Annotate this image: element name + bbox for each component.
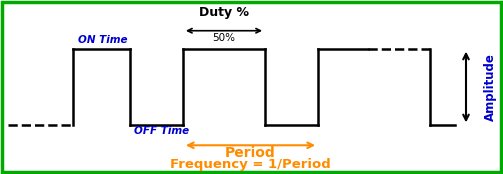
Text: Frequency = 1/Period: Frequency = 1/Period	[170, 158, 331, 171]
Text: OFF Time: OFF Time	[134, 126, 189, 136]
Text: ON Time: ON Time	[78, 35, 128, 45]
Text: 50%: 50%	[212, 33, 235, 43]
Text: Amplitude: Amplitude	[483, 53, 496, 121]
Text: Period: Period	[225, 146, 276, 160]
Text: Duty %: Duty %	[199, 6, 249, 19]
